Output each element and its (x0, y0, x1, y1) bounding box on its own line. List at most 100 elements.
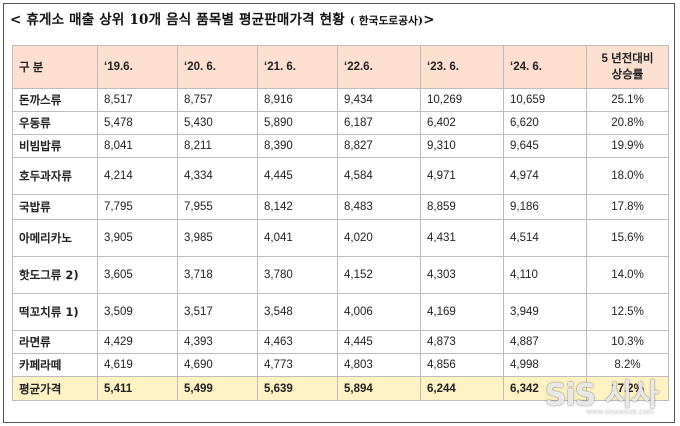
rate-cell: 17.8% (586, 194, 669, 220)
price-cell: 9,434 (337, 88, 421, 112)
header-cell: ‘22.6. (337, 45, 421, 89)
price-cell: 6,342 (503, 376, 587, 401)
price-cell: 8,859 (420, 194, 504, 220)
rate-cell: 10.3% (586, 330, 669, 354)
price-cell: 5,639 (257, 376, 338, 401)
price-cell: 5,478 (97, 111, 178, 135)
table-row: 비빔밥류 8,041 8,211 8,390 8,827 9,310 9,645 19.9% (12, 134, 669, 158)
price-cell: 8,390 (257, 134, 338, 158)
price-cell: 9,310 (420, 134, 504, 158)
price-cell: 7,955 (177, 194, 258, 220)
price-cell: 4,006 (337, 293, 421, 331)
price-cell: 5,430 (177, 111, 258, 135)
price-cell: 3,905 (97, 219, 178, 257)
price-cell: 4,303 (420, 256, 504, 294)
item-name: 국밥류 (12, 194, 98, 220)
price-cell: 9,186 (503, 194, 587, 220)
table-row: 카페라떼 4,619 4,690 4,773 4,803 4,856 4,998 8.2% (12, 353, 669, 377)
header-cell: 5 년전대비 상승률 (586, 45, 669, 89)
average-row: 평균가격 5,411 5,499 5,639 5,894 6,244 6,342 17.2% (12, 376, 669, 401)
price-cell: 4,152 (337, 256, 421, 294)
rate-cell: 14.0% (586, 256, 669, 294)
price-cell: 4,020 (337, 219, 421, 257)
price-cell: 4,856 (420, 353, 504, 377)
table-row: 핫도그류 2) 3,605 3,718 3,780 4,152 4,303 4,110 14.… (12, 256, 669, 294)
page-title: < 휴게소 매출 상위 10개 음식 품목별 평균판매가격 현황 ( 한국도로공… (10, 8, 435, 28)
item-name: 비빔밥류 (12, 134, 98, 158)
price-cell: 4,334 (177, 157, 258, 195)
price-cell: 8,142 (257, 194, 338, 220)
table-row: 라면류 4,429 4,393 4,463 4,445 4,873 4,887 10.3% (12, 330, 669, 354)
price-cell: 4,214 (97, 157, 178, 195)
price-cell: 6,244 (420, 376, 504, 401)
price-cell: 4,041 (257, 219, 338, 257)
price-cell: 10,659 (503, 88, 587, 112)
document-frame (3, 3, 675, 423)
price-cell: 8,916 (257, 88, 338, 112)
price-cell: 5,894 (337, 376, 421, 401)
rate-cell: 18.0% (586, 157, 669, 195)
item-name: 아메리카노 (12, 219, 98, 257)
title-main: < 휴게소 매출 상위 10개 음식 품목별 평균판매가격 현황 (10, 12, 345, 28)
price-cell: 8,041 (97, 134, 178, 158)
header-row: 구 분 ‘19.6. ‘20. 6. ‘21. 6. ‘22.6. ‘23. 6. ‘24.… (12, 45, 669, 89)
header-cell: ‘23. 6. (420, 45, 504, 89)
price-cell: 5,411 (97, 376, 178, 401)
header-cell: ‘19.6. (97, 45, 178, 89)
table-row: 아메리카노 3,905 3,985 4,041 4,020 4,431 4,514 15.6% (12, 219, 669, 257)
table-row: 호두과자류 4,214 4,334 4,445 4,584 4,971 4,974 18.0% (12, 157, 669, 195)
rate-cell: 20.8% (586, 111, 669, 135)
price-cell: 3,517 (177, 293, 258, 331)
title-close: > (423, 12, 435, 28)
price-cell: 6,402 (420, 111, 504, 135)
price-cell: 6,187 (337, 111, 421, 135)
price-cell: 3,949 (503, 293, 587, 331)
price-cell: 3,718 (177, 256, 258, 294)
rate-cell: 15.6% (586, 219, 669, 257)
item-name: 카페라떼 (12, 353, 98, 377)
price-cell: 4,873 (420, 330, 504, 354)
header-cell: ‘24. 6. (503, 45, 587, 89)
price-cell: 3,509 (97, 293, 178, 331)
price-cell: 4,463 (257, 330, 338, 354)
table-row: 우동류 5,478 5,430 5,890 6,187 6,402 6,620 20.8% (12, 111, 669, 135)
price-cell: 4,619 (97, 353, 178, 377)
price-cell: 8,483 (337, 194, 421, 220)
rate-cell: 25.1% (586, 88, 669, 112)
price-cell: 4,445 (257, 157, 338, 195)
price-cell: 4,887 (503, 330, 587, 354)
header-cell: 구 분 (12, 45, 98, 89)
price-cell: 5,499 (177, 376, 258, 401)
price-cell: 4,429 (97, 330, 178, 354)
price-cell: 4,393 (177, 330, 258, 354)
item-name: 핫도그류 2) (12, 256, 98, 294)
price-cell: 4,584 (337, 157, 421, 195)
price-cell: 4,110 (503, 256, 587, 294)
rate-cell: 12.5% (586, 293, 669, 331)
table-row: 돈까스류 8,517 8,757 8,916 9,434 10,269 10,659 25.1… (12, 88, 669, 112)
price-cell: 3,605 (97, 256, 178, 294)
item-name: 라면류 (12, 330, 98, 354)
price-cell: 3,548 (257, 293, 338, 331)
header-cell: ‘21. 6. (257, 45, 338, 89)
item-name: 떡꼬치류 1) (12, 293, 98, 331)
table-row: 국밥류 7,795 7,955 8,142 8,483 8,859 9,186 17.8% (12, 194, 669, 220)
price-cell: 4,169 (420, 293, 504, 331)
item-name: 우동류 (12, 111, 98, 135)
price-table: 구 분 ‘19.6. ‘20. 6. ‘21. 6. ‘22.6. ‘23. 6. ‘24.… (12, 45, 669, 401)
price-cell: 4,431 (420, 219, 504, 257)
price-cell: 8,517 (97, 88, 178, 112)
item-name: 호두과자류 (12, 157, 98, 195)
price-cell: 8,757 (177, 88, 258, 112)
rate-cell: 8.2% (586, 353, 669, 377)
price-cell: 4,998 (503, 353, 587, 377)
watermark-site: www.sisaweek.com (586, 408, 654, 416)
header-cell: ‘20. 6. (177, 45, 258, 89)
price-cell: 4,690 (177, 353, 258, 377)
price-cell: 4,803 (337, 353, 421, 377)
price-cell: 8,211 (177, 134, 258, 158)
item-name: 평균가격 (12, 376, 98, 401)
price-cell: 4,445 (337, 330, 421, 354)
price-cell: 3,780 (257, 256, 338, 294)
price-cell: 5,890 (257, 111, 338, 135)
